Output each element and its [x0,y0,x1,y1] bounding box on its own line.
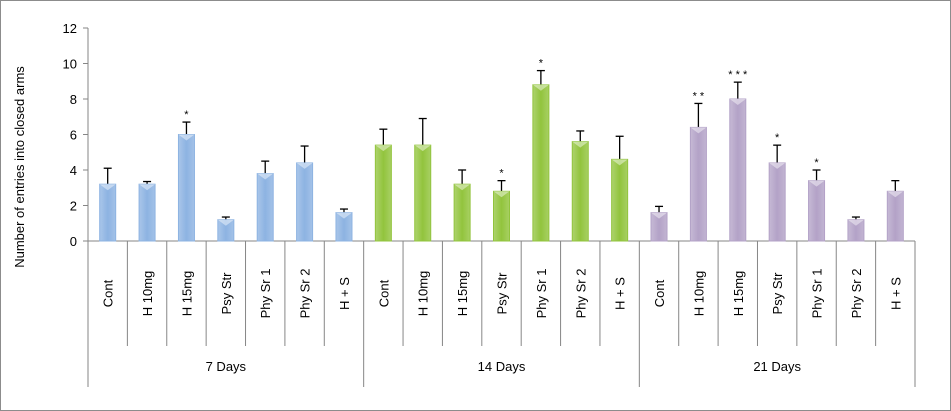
bar [453,183,471,242]
y-tick-label: 12 [63,21,77,36]
category-label: H 10mg [691,271,706,317]
bar-bevel [769,162,786,169]
bar-bevel [808,180,825,187]
bar-bevel [454,184,471,191]
bar [808,180,826,242]
category-label: H + S [337,277,352,310]
bar [296,162,314,242]
category-label: H 15mg [179,271,194,317]
bar [532,84,550,242]
category-label: Psy Str [219,272,234,315]
bar [99,183,117,242]
category-label: Phy Sr 2 [573,269,588,319]
bar-bevel [139,184,156,191]
bar-bevel [887,191,904,198]
category-label: Phy Sr 1 [534,269,549,319]
y-tick-label: 4 [70,163,77,178]
significance-marker: * [499,168,504,180]
bar-bevel [532,84,549,91]
y-tick-label: 2 [70,199,77,214]
bar [256,173,274,242]
bar-bevel [414,145,431,152]
significance-marker: * [814,157,819,169]
bar-bevel [729,99,746,105]
bar [177,134,195,242]
significance-marker: * * * [728,69,748,81]
bar-bevel [375,145,392,152]
y-tick-label: 0 [70,234,77,249]
bar-bevel [99,184,116,191]
significance-marker: * * [693,90,705,102]
group-label: 21 Days [753,359,801,374]
bar [768,162,786,242]
bar-bevel [178,134,195,141]
bar [335,212,353,242]
bar [729,98,747,242]
bar-bevel [651,212,668,219]
category-label: Psy Str [495,272,510,315]
bar-bevel [257,173,274,180]
category-label: H 10mg [140,271,155,317]
bar-bevel [847,219,864,226]
bar [847,219,865,242]
category-label: Phy Sr 1 [810,269,825,319]
y-tick-label: 6 [70,128,77,143]
category-label: Cont [101,279,116,307]
bar-bevel [217,219,234,226]
bar [886,190,904,242]
category-label: H + S [613,277,628,310]
bar [650,212,668,242]
bar [571,141,589,242]
bar [217,219,235,242]
significance-marker: * [184,109,189,121]
y-tick-label: 8 [70,92,77,107]
bar [374,144,392,242]
category-label: Phy Sr 2 [849,269,864,319]
group-label: 7 Days [206,359,247,374]
bar-bevel [611,159,628,166]
bar-bevel [296,162,313,169]
plot-area: 0 2 4 6 8 10 12 Cont H 10mg * H 15mg Psy Str Phy Sr … [63,21,916,387]
category-label: Cont [376,279,391,307]
bar-bevel [335,212,352,219]
category-label: Psy Str [770,272,785,315]
category-label: Phy Sr 2 [298,269,313,319]
category-label: Cont [652,279,667,307]
y-axis-label: Number of entries into closed arms [12,66,27,268]
bar-bevel [572,141,589,148]
bar [689,126,707,242]
category-label: H 15mg [731,271,746,317]
bar [611,158,629,242]
y-tick-label: 10 [63,57,77,72]
bar [414,144,432,242]
category-label: H + S [888,277,903,310]
bar [138,183,156,242]
group-label: 14 Days [478,359,526,374]
category-label: H 10mg [416,271,431,317]
bar-bevel [690,127,707,134]
category-label: H 15mg [455,271,470,317]
significance-marker: * [775,132,780,144]
bar [493,190,510,242]
category-label: Phy Sr 1 [258,269,273,319]
significance-marker: * [539,58,544,70]
bar-bevel [493,191,510,198]
